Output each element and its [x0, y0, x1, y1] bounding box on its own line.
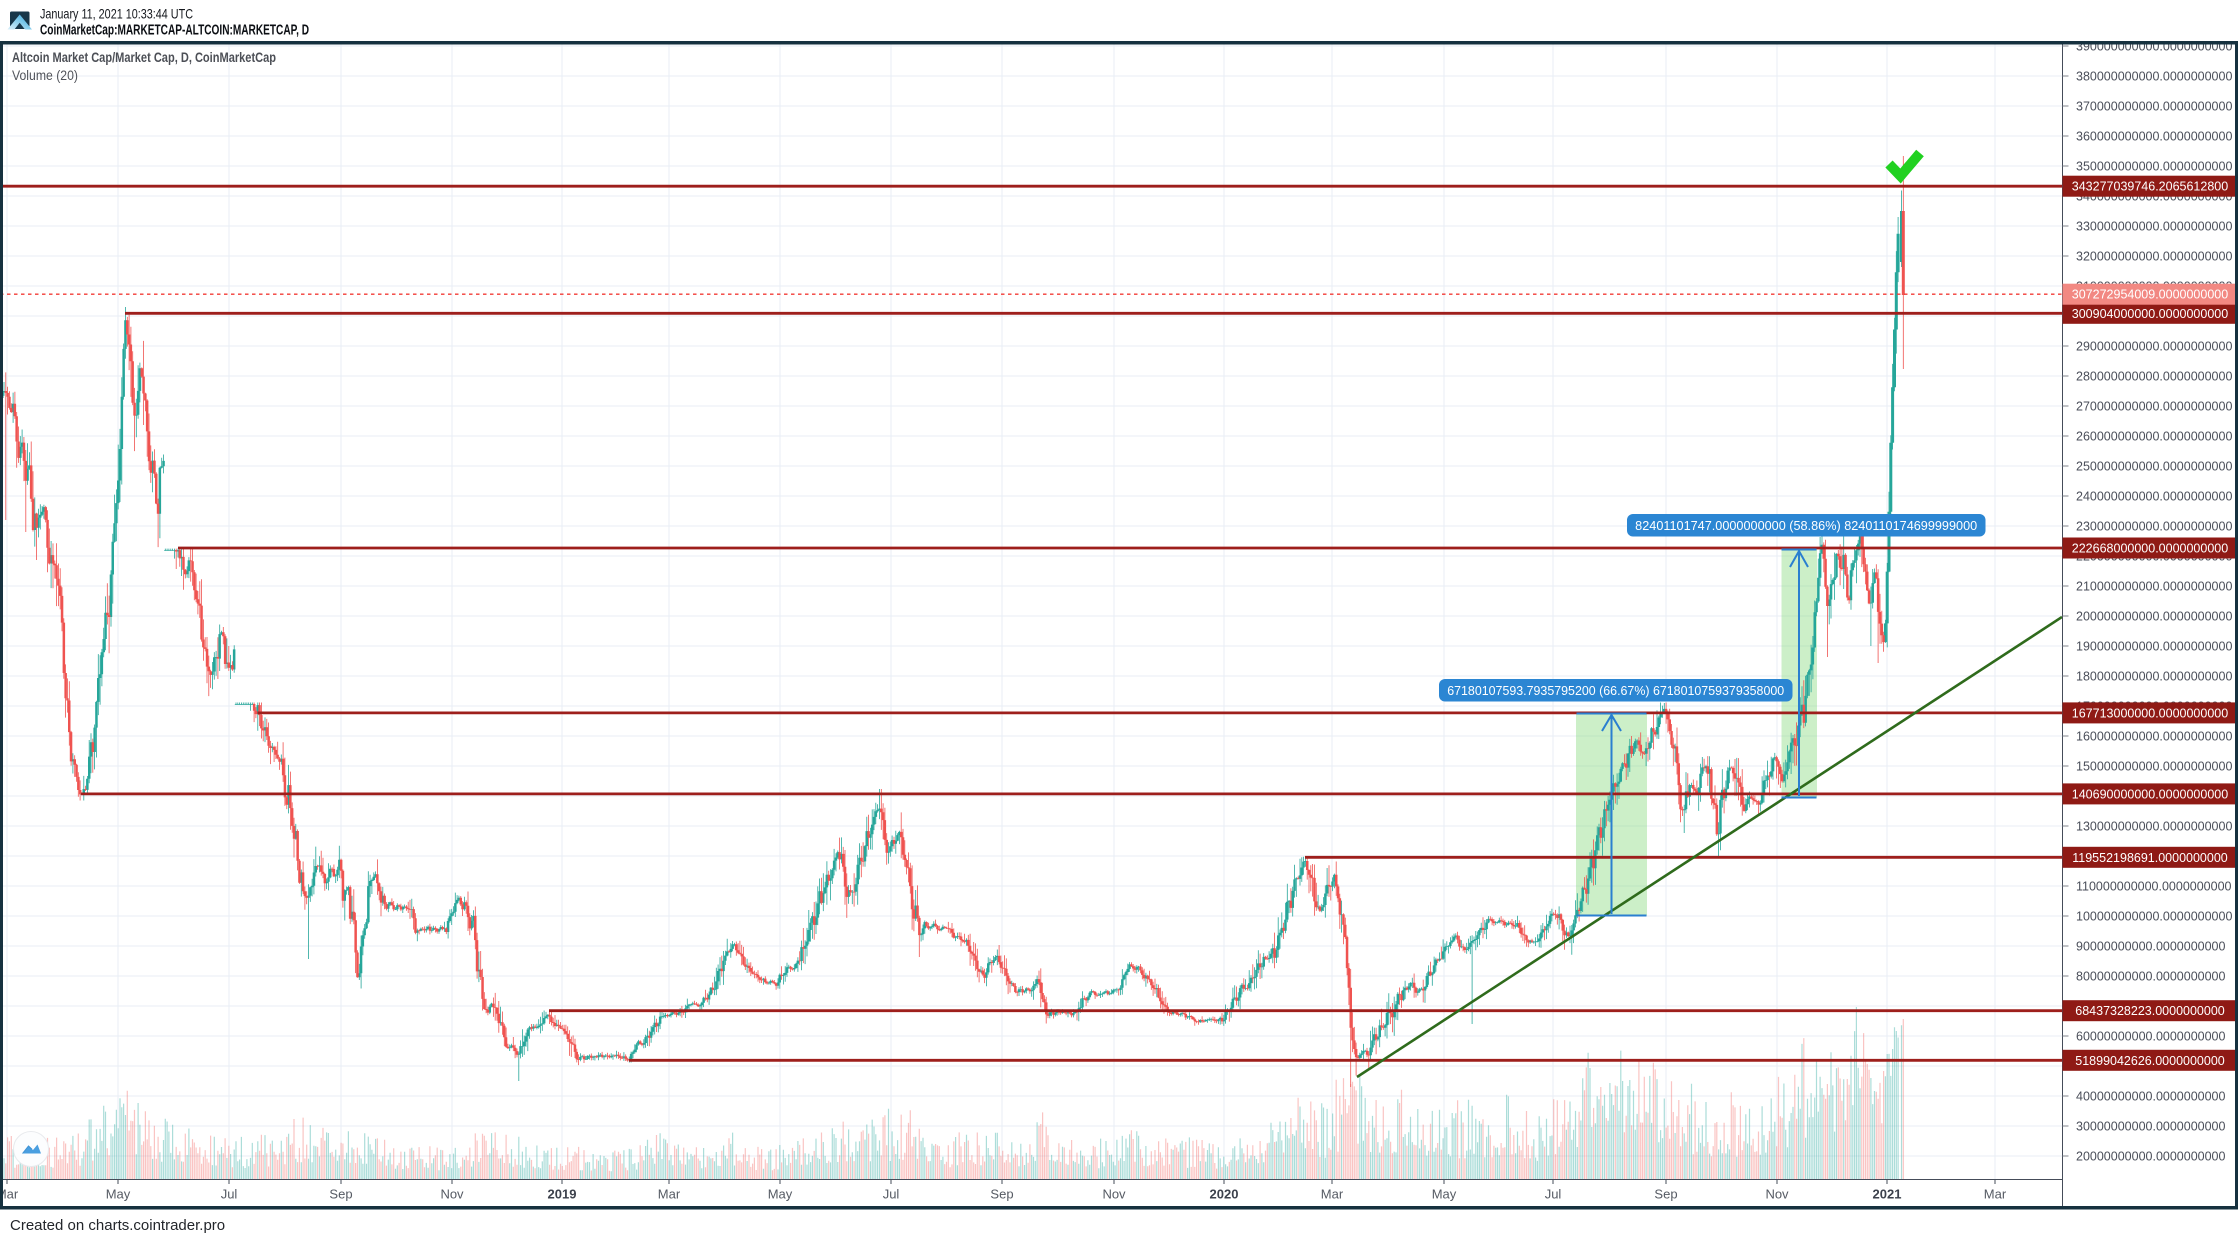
svg-text:290000000000.0000000000: 290000000000.0000000000 [2076, 340, 2232, 354]
svg-text:190000000000.0000000000: 190000000000.0000000000 [2076, 640, 2232, 654]
svg-text:2020: 2020 [1210, 1187, 1239, 1202]
svg-text:380000000000.0000000000: 380000000000.0000000000 [2076, 70, 2232, 84]
svg-text:60000000000.0000000000: 60000000000.0000000000 [2076, 1030, 2226, 1044]
svg-text:100000000000.0000000000: 100000000000.0000000000 [2076, 910, 2232, 924]
svg-text:300904000000.0000000000: 300904000000.0000000000 [2072, 307, 2228, 321]
svg-text:230000000000.0000000000: 230000000000.0000000000 [2076, 520, 2232, 534]
svg-text:Nov: Nov [1102, 1187, 1126, 1202]
svg-text:May: May [106, 1187, 131, 1202]
svg-text:330000000000.0000000000: 330000000000.0000000000 [2076, 220, 2232, 234]
svg-text:350000000000.0000000000: 350000000000.0000000000 [2076, 160, 2232, 174]
svg-text:30000000000.0000000000: 30000000000.0000000000 [2076, 1120, 2226, 1134]
svg-text:210000000000.0000000000: 210000000000.0000000000 [2076, 580, 2232, 594]
svg-text:110000000000.0000000000: 110000000000.0000000000 [2076, 880, 2232, 894]
svg-text:CoinMarketCap:MARKETCAP-ALTCOI: CoinMarketCap:MARKETCAP-ALTCOIN:MARKETCA… [40, 23, 309, 39]
svg-text:250000000000.0000000000: 250000000000.0000000000 [2076, 460, 2232, 474]
svg-text:Created on charts.cointrader.p: Created on charts.cointrader.pro [10, 1217, 225, 1234]
svg-text:Jul: Jul [883, 1187, 900, 1202]
svg-text:280000000000.0000000000: 280000000000.0000000000 [2076, 370, 2232, 384]
svg-text:Sep: Sep [1654, 1187, 1677, 1202]
svg-text:Nov: Nov [440, 1187, 464, 1202]
svg-text:150000000000.0000000000: 150000000000.0000000000 [2076, 760, 2232, 774]
svg-text:370000000000.0000000000: 370000000000.0000000000 [2076, 100, 2232, 114]
svg-text:160000000000.0000000000: 160000000000.0000000000 [2076, 730, 2232, 744]
svg-text:Sep: Sep [990, 1187, 1013, 1202]
svg-text:Mar: Mar [0, 1187, 19, 1202]
svg-text:130000000000.0000000000: 130000000000.0000000000 [2076, 820, 2232, 834]
svg-text:307272954009.0000000000: 307272954009.0000000000 [2072, 288, 2228, 302]
svg-text:360000000000.0000000000: 360000000000.0000000000 [2076, 130, 2232, 144]
svg-text:Jul: Jul [1545, 1187, 1562, 1202]
svg-text:119552198691.0000000000: 119552198691.0000000000 [2072, 851, 2228, 865]
svg-text:180000000000.0000000000: 180000000000.0000000000 [2076, 670, 2232, 684]
svg-text:240000000000.0000000000: 240000000000.0000000000 [2076, 490, 2232, 504]
svg-text:Altcoin Market Cap/Market Cap,: Altcoin Market Cap/Market Cap, D, CoinMa… [12, 49, 276, 65]
svg-text:Mar: Mar [1984, 1187, 2007, 1202]
svg-text:82401101747.0000000000 (58.86%: 82401101747.0000000000 (58.86%) 82401101… [1635, 519, 1977, 533]
svg-text:20000000000.0000000000: 20000000000.0000000000 [2076, 1150, 2226, 1164]
svg-text:80000000000.0000000000: 80000000000.0000000000 [2076, 970, 2226, 984]
svg-text:Volume (20): Volume (20) [12, 68, 78, 83]
svg-text:67180107593.7935795200 (66.67%: 67180107593.7935795200 (66.67%) 67180107… [1447, 684, 1784, 698]
svg-text:90000000000.0000000000: 90000000000.0000000000 [2076, 940, 2226, 954]
svg-text:167713000000.0000000000: 167713000000.0000000000 [2072, 706, 2228, 720]
svg-text:222668000000.0000000000: 222668000000.0000000000 [2072, 542, 2228, 556]
svg-text:2021: 2021 [1873, 1187, 1902, 1202]
svg-text:68437328223.0000000000: 68437328223.0000000000 [2075, 1004, 2225, 1018]
svg-text:51899042626.0000000000: 51899042626.0000000000 [2075, 1054, 2225, 1068]
svg-text:Nov: Nov [1765, 1187, 1789, 1202]
svg-text:Mar: Mar [1321, 1187, 1344, 1202]
svg-text:Mar: Mar [658, 1187, 681, 1202]
svg-text:May: May [768, 1187, 793, 1202]
svg-text:January 11, 2021 10:33:44 UTC: January 11, 2021 10:33:44 UTC [40, 6, 193, 22]
svg-text:260000000000.0000000000: 260000000000.0000000000 [2076, 430, 2232, 444]
svg-text:140690000000.0000000000: 140690000000.0000000000 [2072, 787, 2228, 801]
svg-text:2019: 2019 [548, 1187, 577, 1202]
svg-text:200000000000.0000000000: 200000000000.0000000000 [2076, 610, 2232, 624]
svg-text:Jul: Jul [221, 1187, 238, 1202]
svg-text:May: May [1432, 1187, 1457, 1202]
svg-text:Sep: Sep [329, 1187, 352, 1202]
svg-text:320000000000.0000000000: 320000000000.0000000000 [2076, 250, 2232, 264]
svg-text:270000000000.0000000000: 270000000000.0000000000 [2076, 400, 2232, 414]
svg-text:343277039746.2065612800: 343277039746.2065612800 [2072, 180, 2228, 194]
svg-text:40000000000.0000000000: 40000000000.0000000000 [2076, 1090, 2226, 1104]
